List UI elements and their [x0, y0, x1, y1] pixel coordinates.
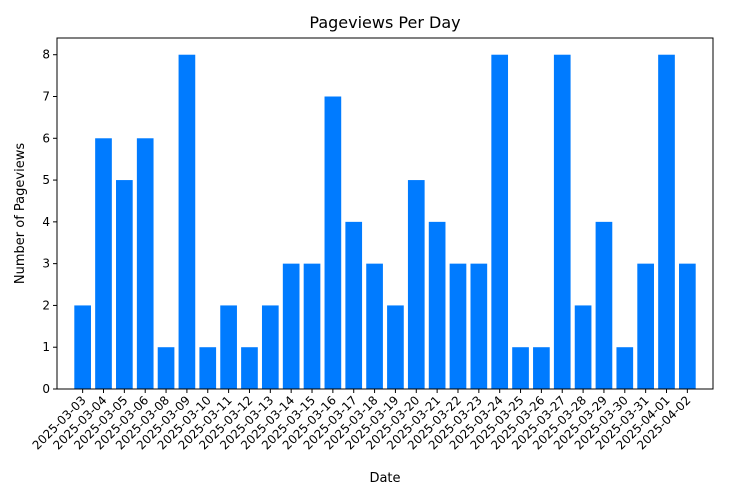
bar-2025-03-20 [407, 180, 425, 389]
y-tick-label: 4 [42, 215, 50, 229]
bar-2025-04-02 [679, 263, 696, 389]
bar-2025-03-30 [616, 347, 634, 389]
bar-2025-03-09 [178, 54, 196, 389]
bar-2025-03-08 [157, 347, 175, 389]
y-tick-label: 8 [42, 48, 50, 62]
bar-2025-03-22 [449, 263, 467, 389]
bar-2025-03-26 [533, 347, 550, 389]
bar-2025-03-24 [491, 54, 509, 389]
bar-2025-03-18 [366, 263, 383, 389]
y-tick-label: 3 [42, 257, 50, 271]
bar-2025-03-12 [241, 347, 258, 389]
bars-group [74, 54, 696, 389]
plot-area: 0 1 2 3 4 5 6 7 8 2025-03-032025-03-042025-03-05… [30, 37, 714, 452]
bar-2025-03-13 [261, 305, 279, 389]
bar-2025-03-25 [512, 347, 529, 389]
y-tick-label: 5 [42, 173, 50, 187]
y-tick-label: 2 [42, 298, 50, 312]
y-tick-label: 7 [42, 90, 50, 104]
bar-2025-03-21 [428, 221, 446, 389]
bar-2025-03-04 [95, 138, 112, 389]
bar-2025-03-06 [136, 138, 154, 389]
bar-2025-03-16 [324, 96, 342, 389]
bar-2025-03-28 [574, 305, 592, 389]
bar-2025-04-01 [658, 54, 675, 389]
bar-2025-03-11 [220, 305, 237, 389]
y-tick-label: 1 [42, 340, 50, 354]
y-axis-ticks: 0 1 2 3 4 5 6 7 8 [42, 48, 57, 396]
bar-2025-03-31 [637, 263, 654, 389]
y-tick-label: 0 [42, 382, 50, 396]
bar-2025-03-15 [303, 263, 321, 389]
bar-2025-03-05 [116, 180, 133, 389]
bar-2025-03-19 [387, 305, 404, 389]
bar-2025-03-23 [470, 263, 488, 389]
x-axis-label: Date [369, 471, 400, 486]
x-axis-ticks: 2025-03-032025-03-042025-03-052025-03-06… [30, 389, 693, 452]
bar-2025-03-29 [595, 221, 613, 389]
bar-2025-03-17 [345, 221, 363, 389]
bar-2025-03-10 [199, 347, 217, 389]
plot-frame [56, 37, 714, 390]
bar-2025-03-03 [74, 305, 91, 389]
bar-2025-03-27 [553, 54, 571, 389]
y-tick-label: 6 [42, 131, 50, 145]
chart-title: Pageviews Per Day [309, 13, 460, 32]
y-axis-label: Number of Pageviews [13, 143, 28, 284]
bar-2025-03-14 [282, 263, 300, 389]
